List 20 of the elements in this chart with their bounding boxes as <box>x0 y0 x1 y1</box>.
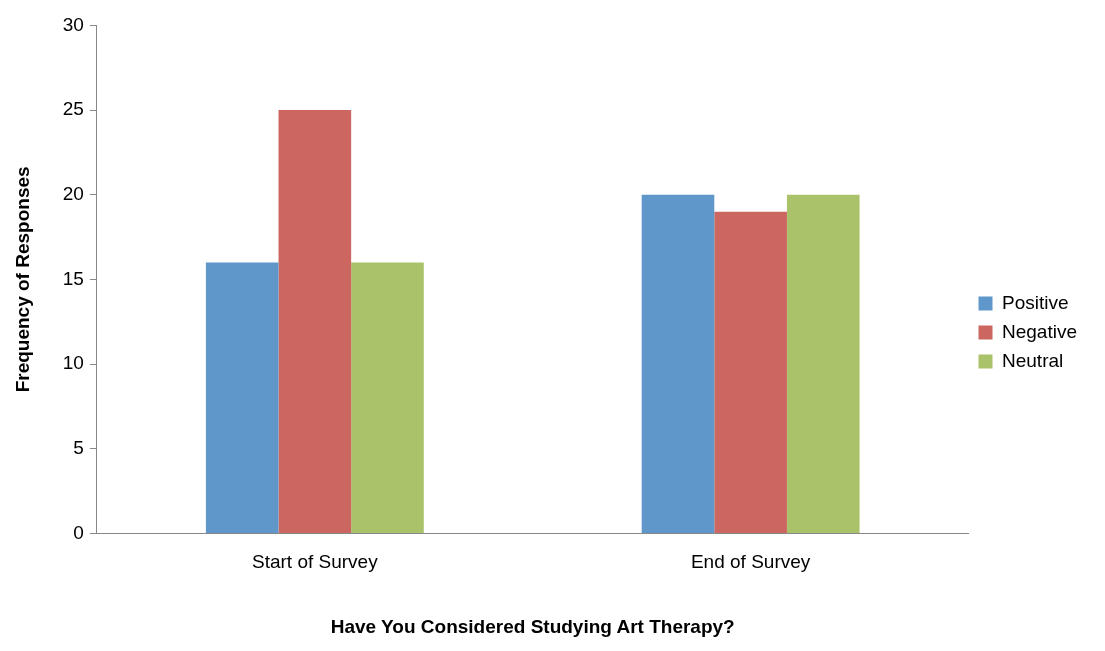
y-tick-label: 30 <box>62 13 84 35</box>
legend-label: Neutral <box>1002 349 1064 371</box>
bar <box>278 110 352 533</box>
x-tick-label: Start of Survey <box>251 551 379 573</box>
y-tick-label: 15 <box>62 267 84 289</box>
x-tick-label: End of Survey <box>690 551 811 573</box>
bar <box>351 262 424 533</box>
y-tick-label: 10 <box>62 352 84 374</box>
bar <box>714 211 787 533</box>
y-axis-title: Frequency of Responses <box>11 166 33 393</box>
x-axis-title: Have You Considered Studying Art Therapy? <box>330 615 735 637</box>
bar <box>641 194 715 533</box>
y-tick-label: 25 <box>62 98 84 120</box>
y-tick-label: 0 <box>73 521 84 543</box>
y-tick-label: 5 <box>73 436 84 458</box>
legend-label: Positive <box>1002 291 1069 313</box>
bar <box>205 262 279 533</box>
legend-label: Negative <box>1002 320 1078 342</box>
bar <box>786 194 860 533</box>
y-tick-label: 20 <box>62 182 84 204</box>
